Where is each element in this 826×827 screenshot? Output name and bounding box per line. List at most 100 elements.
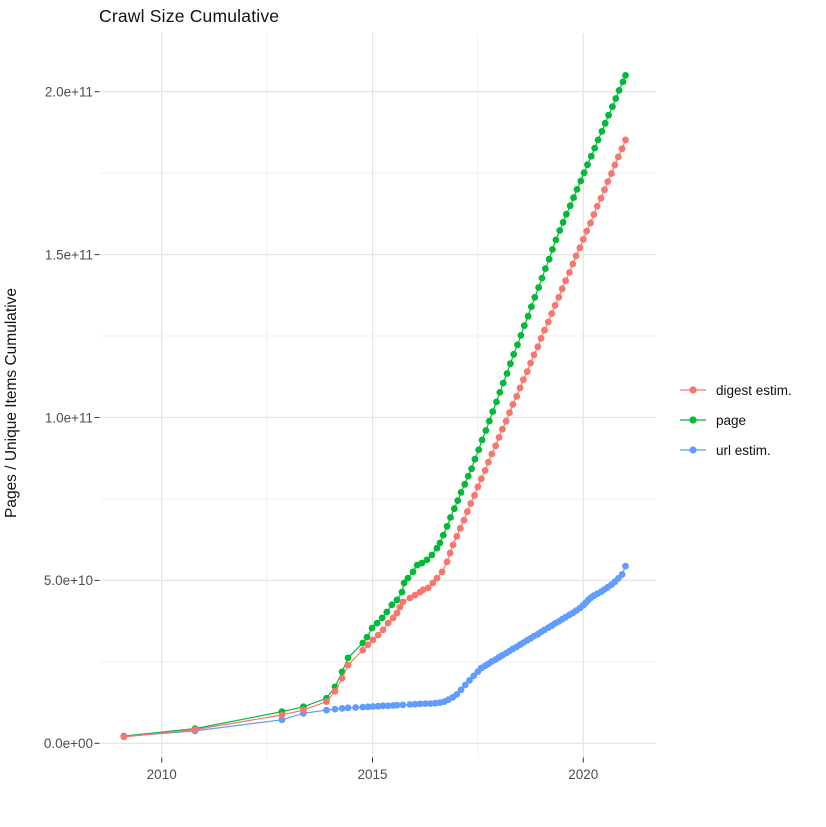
y-tick-label: 5.0e+10 <box>44 573 93 588</box>
data-point-page <box>447 514 454 521</box>
data-point-page <box>580 169 588 177</box>
data-point-digest-estim <box>323 698 330 705</box>
data-point-digest-estim <box>443 558 451 566</box>
chart-title: Crawl Size Cumulative <box>99 6 280 26</box>
data-point-digest-estim <box>344 661 352 669</box>
data-point-page <box>443 522 451 530</box>
data-point-page <box>423 556 431 564</box>
data-point-digest-estim <box>399 598 407 606</box>
data-point-page <box>363 633 371 641</box>
data-point-page <box>461 480 469 488</box>
data-point-page <box>528 303 535 311</box>
data-point-url-estim <box>323 706 330 714</box>
data-point-digest-estim <box>460 516 468 524</box>
data-point-page <box>478 436 486 444</box>
data-point-url-estim <box>461 681 469 689</box>
data-point-page <box>428 551 436 559</box>
data-point-digest-estim <box>369 636 377 644</box>
data-point-page <box>566 202 574 210</box>
data-point-page <box>503 370 511 377</box>
data-point-page <box>531 293 539 301</box>
data-point-page <box>489 408 497 415</box>
data-point-digest-estim <box>424 584 432 592</box>
data-point-url-estim <box>384 702 392 710</box>
data-point-page <box>559 218 567 226</box>
data-point-page <box>514 341 521 349</box>
legend-key-dot <box>689 446 697 454</box>
data-point-page <box>549 246 556 253</box>
data-point-url-estim <box>426 700 434 707</box>
legend-item-digest-estim: digest estim. <box>680 379 792 401</box>
data-point-digest-estim <box>492 442 499 450</box>
legend-item-label: page <box>716 412 747 428</box>
data-point-digest-estim <box>593 203 601 210</box>
data-point-page <box>388 601 396 609</box>
data-point-url-estim <box>338 705 346 712</box>
data-point-page <box>450 505 458 513</box>
data-point-page <box>577 177 585 185</box>
data-point-digest-estim <box>558 285 566 293</box>
data-point-page <box>496 389 504 396</box>
y-tick-label: 0.0e+00 <box>44 736 93 751</box>
data-point-page <box>587 152 595 160</box>
data-point-page <box>454 497 462 504</box>
x-tick-label: 2010 <box>147 767 177 782</box>
data-point-page <box>433 544 441 552</box>
data-point-digest-estim <box>456 524 464 532</box>
y-tick-label: 1.5e+11 <box>45 247 93 262</box>
data-point-digest-estim <box>597 194 605 202</box>
data-point-page <box>622 72 629 79</box>
data-point-page <box>552 236 560 244</box>
data-point-page <box>400 579 408 587</box>
data-point-page <box>418 559 426 567</box>
data-point-digest-estim <box>566 269 573 276</box>
data-point-page <box>542 265 549 272</box>
data-point-digest-estim <box>583 227 591 235</box>
data-point-page <box>573 186 581 193</box>
data-point-page <box>404 574 412 582</box>
data-point-url-estim <box>618 571 626 578</box>
data-point-url-estim <box>406 701 414 708</box>
legend-key-icon <box>680 386 706 394</box>
data-point-digest-estim <box>572 252 580 260</box>
data-point-digest-estim <box>534 343 542 351</box>
x-tick-label: 2015 <box>357 767 387 782</box>
data-point-page <box>594 136 602 144</box>
data-point-page <box>464 472 472 480</box>
data-point-digest-estim <box>513 392 521 400</box>
legend-key-icon <box>680 446 706 454</box>
data-point-page <box>409 568 417 576</box>
data-point-url-estim <box>421 700 429 707</box>
data-point-page <box>510 350 518 358</box>
data-point-digest-estim <box>587 219 594 227</box>
data-point-page <box>383 608 391 616</box>
data-point-digest-estim <box>396 603 404 611</box>
data-point-page <box>605 111 612 119</box>
data-point-digest-estim <box>120 733 128 741</box>
data-point-url-estim <box>622 562 629 570</box>
data-point-digest-estim <box>438 568 446 576</box>
data-point-digest-estim <box>509 401 517 408</box>
data-point-page <box>609 103 616 111</box>
data-point-digest-estim <box>389 614 397 622</box>
data-point-url-estim <box>331 705 339 713</box>
data-point-digest-estim <box>569 260 577 268</box>
data-point-page <box>436 539 444 547</box>
data-point-digest-estim <box>477 475 485 483</box>
data-point-digest-estim <box>446 549 454 557</box>
data-point-url-estim <box>411 700 419 708</box>
data-point-page <box>601 119 609 127</box>
data-point-page <box>612 95 620 102</box>
data-point-digest-estim <box>541 326 548 334</box>
data-point-digest-estim <box>527 359 534 367</box>
legend-item-label: url estim. <box>716 442 771 458</box>
data-point-page <box>439 531 447 539</box>
data-point-digest-estim <box>429 579 437 587</box>
data-point-digest-estim <box>364 641 372 649</box>
data-point-digest-estim <box>544 318 552 326</box>
data-point-digest-estim <box>614 153 622 161</box>
data-point-digest-estim <box>379 626 387 634</box>
data-point-digest-estim <box>278 711 286 719</box>
